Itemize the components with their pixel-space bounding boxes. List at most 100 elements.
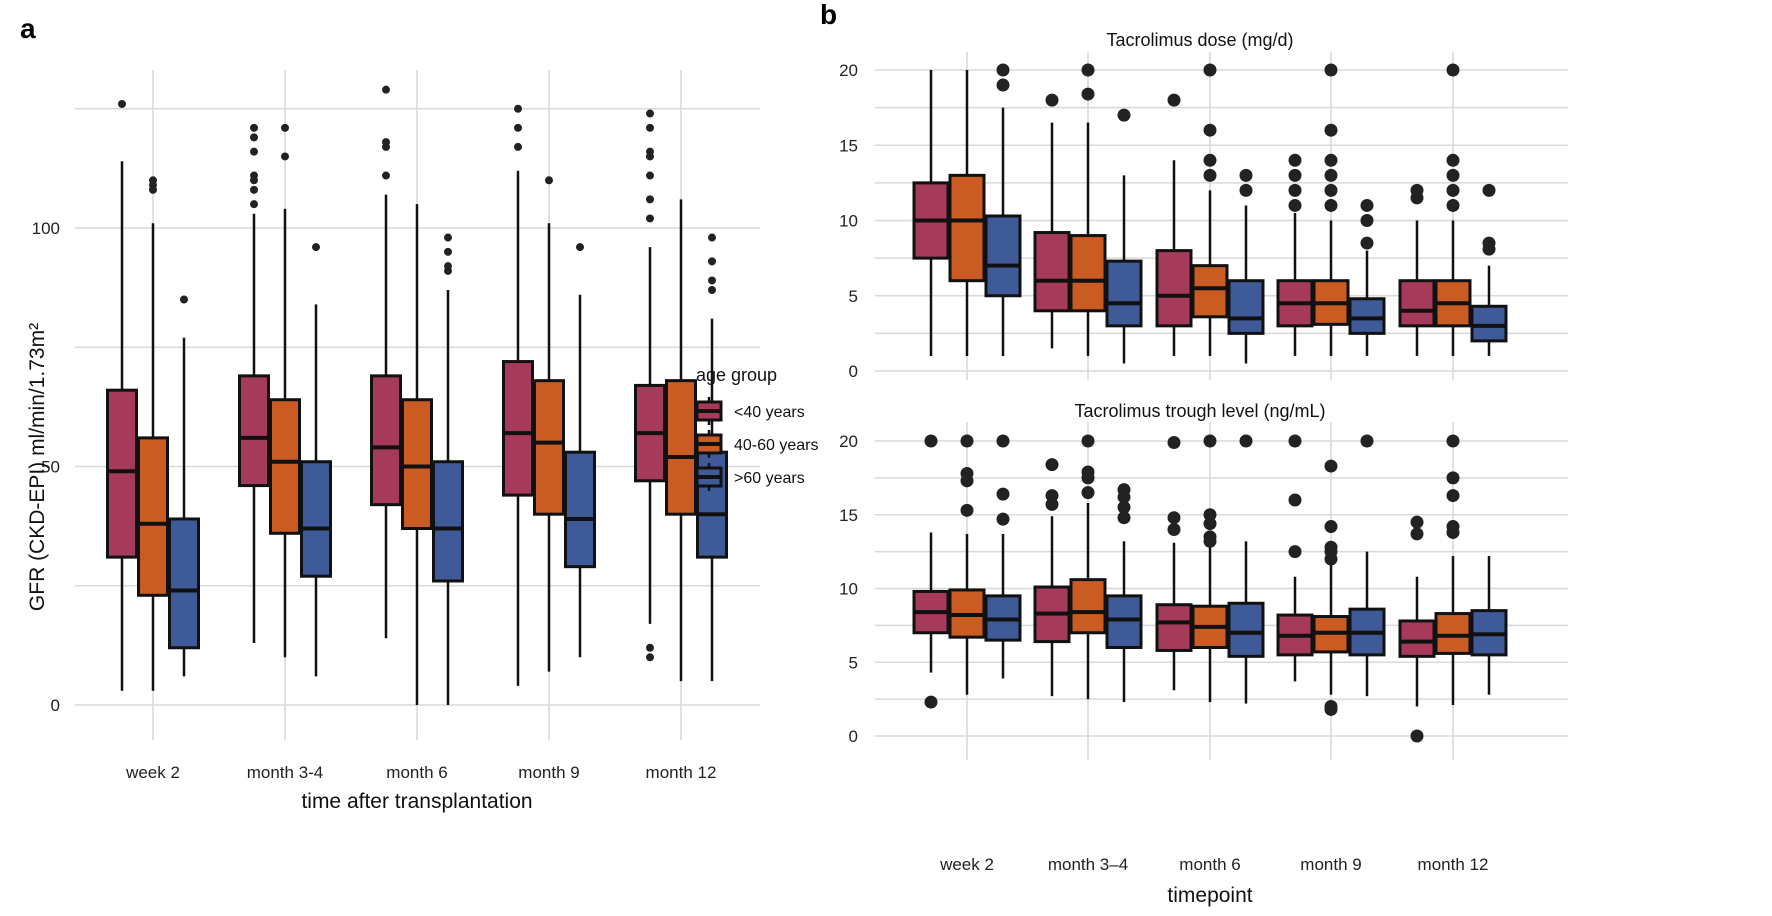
box-iqr xyxy=(948,173,986,283)
boxplot-gt60-1 xyxy=(1105,483,1143,703)
outlier-point xyxy=(646,195,654,204)
boxplot-lt40-1 xyxy=(238,123,270,643)
outlier-point xyxy=(1239,183,1253,197)
y-tick-label: 100 xyxy=(32,219,60,238)
outlier-point xyxy=(250,200,258,209)
outlier-point xyxy=(996,434,1010,448)
boxplot-lt40-4 xyxy=(1398,183,1436,356)
outlier-point xyxy=(1117,500,1131,514)
outlier-point xyxy=(1288,153,1302,167)
boxplot-40to60-1 xyxy=(269,123,301,658)
boxplot-lt40-4 xyxy=(1398,515,1436,743)
box-iqr xyxy=(1155,603,1193,652)
box-iqr xyxy=(401,398,433,531)
boxplot-40to60-4 xyxy=(1434,434,1472,706)
facet-title: Tacrolimus trough level (ng/mL) xyxy=(1074,401,1325,421)
outlier-point xyxy=(250,185,258,194)
outlier-point xyxy=(1203,530,1217,544)
outlier-point xyxy=(444,247,452,256)
x-tick-label: month 6 xyxy=(1179,855,1240,874)
boxplot-40to60-1 xyxy=(1069,63,1107,356)
outlier-point xyxy=(514,123,522,132)
outlier-point xyxy=(708,257,716,266)
outlier-point xyxy=(1360,198,1374,212)
box-iqr xyxy=(1227,601,1265,658)
outlier-point xyxy=(382,138,390,147)
boxplot-40to60-2 xyxy=(1191,434,1229,703)
outlier-point xyxy=(1410,527,1424,541)
legend-label: <40 years xyxy=(734,404,805,421)
y-axis-title: GFR (CKD-EPI) ml/min/1.73m² xyxy=(26,323,49,611)
boxplot-40to60-1 xyxy=(1069,434,1107,700)
outlier-point xyxy=(1203,153,1217,167)
outlier-point xyxy=(1446,520,1460,534)
legend-title: age group xyxy=(696,365,777,385)
y-tick-label: 5 xyxy=(849,287,858,306)
boxplot-gt60-4 xyxy=(1470,556,1508,695)
outlier-point xyxy=(1288,183,1302,197)
outlier-point xyxy=(1081,486,1095,500)
outlier-point xyxy=(514,104,522,113)
y-tick-label: 10 xyxy=(839,580,858,599)
outlier-point xyxy=(1360,236,1374,250)
outlier-point xyxy=(996,78,1010,92)
outlier-point xyxy=(250,171,258,180)
box-iqr xyxy=(564,450,596,569)
outlier-point xyxy=(1324,700,1338,713)
boxplot-gt60-3 xyxy=(1348,434,1386,697)
y-tick-label: 0 xyxy=(849,362,858,381)
x-tick-label: week 2 xyxy=(125,763,180,782)
y-tick-label: 20 xyxy=(839,432,858,451)
box-iqr xyxy=(300,460,332,578)
x-tick-label: month 12 xyxy=(646,763,717,782)
outlier-point xyxy=(708,233,716,242)
outlier-point xyxy=(281,152,289,161)
boxplot-gt60-3 xyxy=(1348,198,1386,356)
boxplot-lt40-1 xyxy=(1033,458,1071,697)
outlier-point xyxy=(576,243,584,252)
outlier-point xyxy=(1167,511,1181,525)
boxplot-40to60-3 xyxy=(1312,63,1350,356)
outlier-point xyxy=(1167,93,1181,107)
y-tick-label: 0 xyxy=(849,727,858,746)
outlier-point xyxy=(1324,459,1338,473)
boxplot-gt60-2 xyxy=(432,233,464,705)
outlier-point xyxy=(1324,540,1338,554)
outlier-point xyxy=(1446,183,1460,197)
boxplot-lt40-3 xyxy=(1276,153,1314,356)
boxplot-40to60-4 xyxy=(665,199,697,682)
outlier-point xyxy=(1324,123,1338,137)
outlier-point xyxy=(1360,214,1374,227)
outlier-point xyxy=(1288,198,1302,212)
outlier-point xyxy=(250,133,258,142)
outlier-point xyxy=(1117,483,1131,497)
boxplot-lt40-2 xyxy=(1155,93,1193,356)
panel-label-b: b xyxy=(820,0,837,30)
boxplot-gt60-4 xyxy=(696,233,728,682)
outlier-point xyxy=(1410,729,1424,743)
outlier-point xyxy=(1081,465,1095,479)
x-tick-label: week 2 xyxy=(939,855,994,874)
outlier-point xyxy=(924,434,938,448)
outlier-point xyxy=(996,63,1010,77)
legend-label: >60 years xyxy=(734,470,805,487)
outlier-point xyxy=(924,695,938,709)
box-iqr xyxy=(1398,619,1436,658)
y-tick-label: 15 xyxy=(839,136,858,155)
outlier-point xyxy=(646,214,654,223)
box-iqr xyxy=(370,374,402,507)
boxplot-lt40-4 xyxy=(634,109,666,662)
box-iqr xyxy=(665,379,697,516)
box-iqr xyxy=(533,379,565,516)
outlier-point xyxy=(960,466,974,480)
box-iqr xyxy=(168,517,200,650)
outlier-point xyxy=(1045,458,1059,472)
box-iqr xyxy=(1434,612,1472,655)
outlier-point xyxy=(1446,63,1460,77)
box-iqr xyxy=(1155,249,1193,328)
boxplot-40to60-3 xyxy=(533,176,565,672)
outlier-point xyxy=(646,147,654,156)
outlier-point xyxy=(1446,198,1460,212)
outlier-point xyxy=(1324,198,1338,212)
x-axis-title: timepoint xyxy=(1167,884,1252,907)
